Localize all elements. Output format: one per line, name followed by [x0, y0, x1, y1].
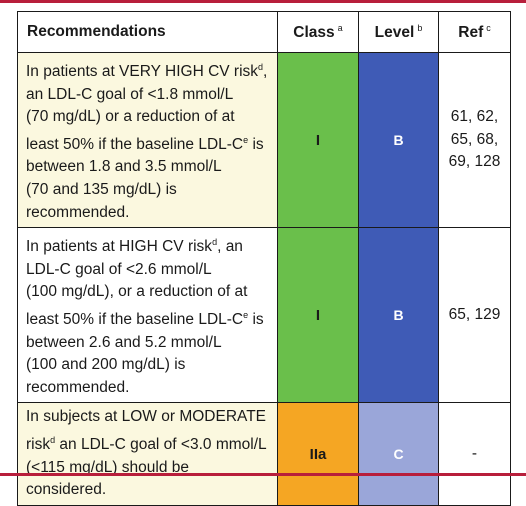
recommendation-line-text: In subjects at LOW or MODERATE: [26, 408, 267, 426]
recommendation-line-text: between 1.8 and 3.5 mmol/L: [26, 158, 222, 176]
recommendation-line-tail: an LDL-C goal of <3.0 mmol/L: [55, 435, 267, 453]
recommendation-line: least 50% if the baseline LDL-Ce is: [26, 129, 269, 157]
class-cell: IIa: [277, 402, 359, 506]
recommendation-line-text: (70 and 135 mg/dL) is: [26, 180, 177, 198]
header-class-footnote: a: [337, 22, 343, 33]
top-rule: [0, 0, 526, 3]
recommendation-line-text: (100 mg/dL), or a reduction of at: [26, 283, 248, 301]
recommendation-line-tail: , an: [217, 238, 243, 256]
header-recommendations-label: Recommendations: [27, 23, 166, 40]
recommendation-line: riskd an LDL-C goal of <3.0 mmol/L: [26, 429, 269, 457]
header-row: Recommendations Class a Level b Ref c: [17, 11, 511, 53]
class-cell: I: [277, 51, 359, 229]
recommendations-table: Recommendations Class a Level b Ref c In pa…: [17, 11, 511, 506]
recommendation-line-text: recommended.: [26, 203, 130, 221]
recommendation-line: In subjects at LOW or MODERATE: [26, 406, 269, 429]
header-class: Class a: [277, 11, 359, 53]
bottom-rule: [0, 473, 526, 476]
recommendation-line-text: In patients at HIGH CV risk: [26, 238, 213, 256]
footnote-marker: d: [212, 237, 218, 248]
ref-line: 61, 62,: [450, 108, 499, 126]
header-recommendations: Recommendations: [17, 11, 278, 53]
recommendation-line: LDL-C goal of <2.6 mmol/L: [26, 259, 269, 282]
footnote-marker: e: [243, 134, 249, 145]
table-row: In patients at HIGH CV riskd, an LDL-C go…: [17, 227, 511, 404]
recommendation-line: (70 mg/dL) or a reduction of at: [26, 106, 269, 129]
recommendation-line-text: between 2.6 and 5.2 mmol/L: [26, 333, 222, 351]
level-cell: C: [358, 402, 439, 506]
recommendation-line: In patients at HIGH CV riskd, an: [26, 231, 269, 259]
recommendation-line-text: least 50% if the baseline LDL-C: [26, 135, 244, 153]
recommendation-line: (70 and 135 mg/dL) is: [26, 179, 269, 202]
ref-cell: 65, 129: [438, 227, 511, 404]
recommendation-line-text: (70 mg/dL) or a reduction of at: [26, 108, 235, 126]
recommendation-line-tail: ,: [263, 63, 268, 80]
recommendation-line: (100 mg/dL), or a reduction of at: [26, 281, 269, 304]
header-level-label: Level: [374, 23, 415, 41]
recommendation-line: recommended.: [26, 377, 269, 400]
recommendation-line-tail: is: [248, 135, 264, 153]
recommendation-text: In subjects at LOW or MODERATE riskd an L…: [17, 402, 278, 506]
recommendation-line-text: (100 and 200 mg/dL) is: [26, 356, 186, 374]
recommendation-line-text: recommended.: [26, 378, 130, 396]
ref-line: 65, 129: [448, 305, 501, 323]
recommendation-text: In patients at VERY HIGH CV riskd, an LDL…: [17, 51, 278, 229]
recommendation-line: between 1.8 and 3.5 mmol/L: [26, 156, 269, 179]
recommendation-line-text: In patients at VERY HIGH CV risk: [26, 63, 259, 80]
ref-cell: 61, 62, 65, 68, 69, 128: [438, 51, 511, 229]
recommendation-line: between 2.6 and 5.2 mmol/L: [26, 332, 269, 355]
ref-line: 69, 128: [448, 153, 501, 171]
level-cell: B: [358, 51, 439, 229]
level-cell: B: [358, 227, 439, 404]
recommendation-line-text: least 50% if the baseline LDL-C: [26, 310, 244, 328]
recommendation-line: recommended.: [26, 202, 269, 225]
header-ref: Ref c: [438, 11, 511, 53]
recommendation-line-text: risk: [26, 435, 51, 453]
table-row: In subjects at LOW or MODERATE riskd an L…: [17, 402, 511, 506]
ref-line: 65, 68,: [450, 130, 499, 148]
recommendation-line: an LDL-C goal of <1.8 mmol/L: [26, 84, 269, 107]
ref-cell: -: [438, 402, 511, 506]
recommendation-text: In patients at HIGH CV riskd, an LDL-C go…: [17, 227, 278, 404]
table-row: In patients at VERY HIGH CV riskd, an LDL…: [17, 51, 511, 229]
header-ref-label: Ref: [458, 23, 484, 41]
footnote-marker: d: [258, 62, 264, 72]
class-cell: I: [277, 227, 359, 404]
recommendation-line: (100 and 200 mg/dL) is: [26, 354, 269, 377]
recommendation-line-tail: is: [248, 310, 264, 328]
header-level: Level b: [358, 11, 439, 53]
header-class-label: Class: [293, 23, 335, 41]
ref-line: -: [471, 444, 478, 462]
footnote-marker: d: [50, 434, 56, 445]
header-ref-footnote: c: [486, 22, 491, 33]
recommendation-line-text: LDL-C goal of <2.6 mmol/L: [26, 260, 212, 278]
recommendation-line: least 50% if the baseline LDL-Ce is: [26, 304, 269, 332]
recommendation-line: (<115 mg/dL) should be considered.: [26, 457, 269, 502]
header-level-footnote: b: [417, 22, 423, 33]
footnote-marker: e: [243, 309, 249, 320]
recommendation-line-text: (<115 mg/dL) should be considered.: [26, 458, 189, 499]
recommendation-line-text: an LDL-C goal of <1.8 mmol/L: [26, 85, 234, 103]
recommendation-line: In patients at VERY HIGH CV riskd,: [26, 56, 269, 84]
